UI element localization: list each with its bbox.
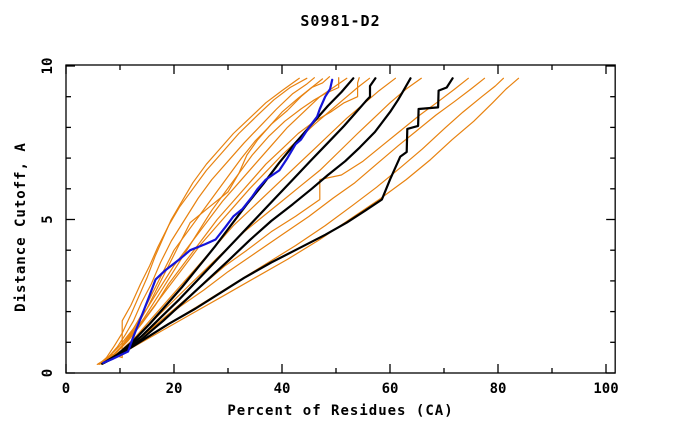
x-axis-label: Percent of Residues (CA) <box>227 403 454 419</box>
x-tick-label: 80 <box>490 381 507 397</box>
chart-title: S0981-D2 <box>300 12 381 30</box>
curve-model-orange-03 <box>100 77 315 365</box>
curve-model-orange-13 <box>99 77 486 365</box>
curve-model-orange-02 <box>96 77 308 365</box>
x-tick-label: 0 <box>62 381 70 397</box>
curve-model-black-3 <box>101 77 412 365</box>
curve-model-black-2 <box>103 77 377 364</box>
x-tick-label: 20 <box>166 381 183 397</box>
x-tick-label: 60 <box>382 381 399 397</box>
curve-model-orange-12 <box>103 77 469 363</box>
curve-model-orange-06 <box>105 77 340 362</box>
y-tick-label: 10 <box>40 58 56 75</box>
curve-model-orange-07 <box>97 77 348 365</box>
curve-model-orange-10 <box>106 77 396 362</box>
curve-model-orange-01 <box>98 77 300 365</box>
x-tick-label: 40 <box>274 381 291 397</box>
y-tick-label: 5 <box>40 215 56 223</box>
curve-model-orange-09 <box>99 77 371 365</box>
curve-model-black-4 <box>102 77 454 364</box>
curve-model-blue <box>102 78 334 364</box>
y-tick-label: 0 <box>40 369 56 377</box>
x-tick-label: 100 <box>593 381 618 397</box>
